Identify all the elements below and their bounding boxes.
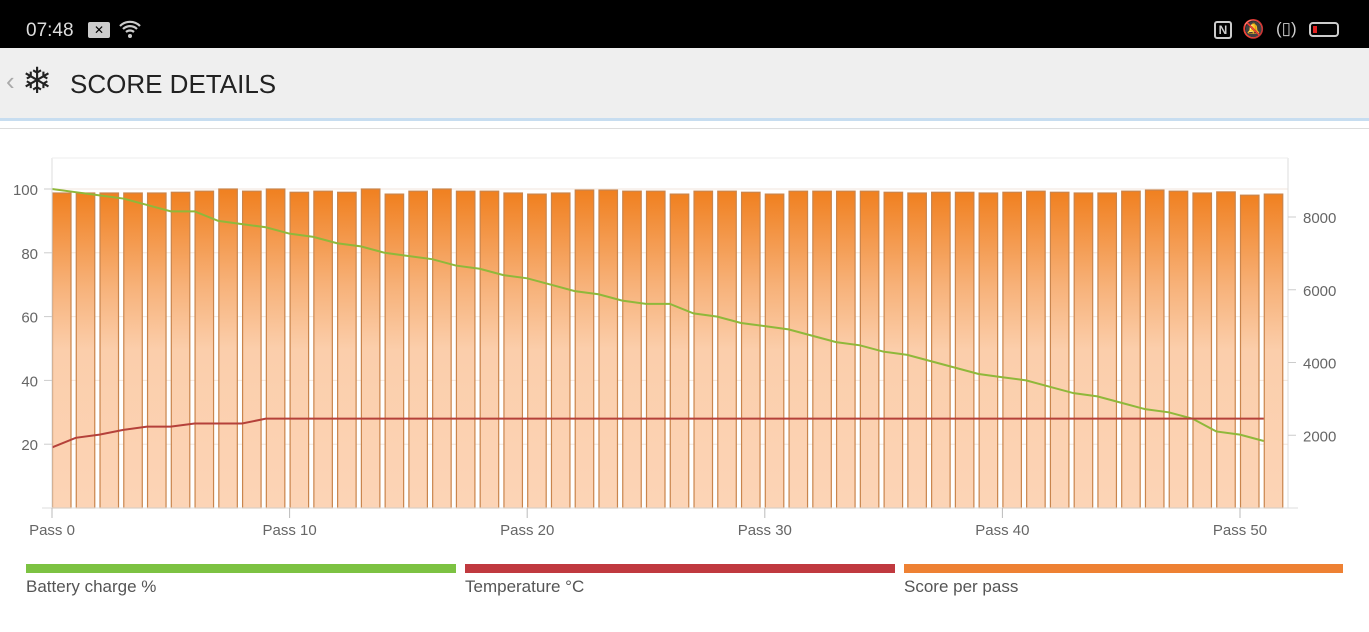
score-bar	[645, 190, 666, 509]
status-time: 07:48	[26, 20, 74, 41]
score-bar	[1026, 190, 1046, 509]
score-bar	[408, 190, 428, 509]
x-tick-label: Pass 20	[500, 522, 554, 539]
right-tick-label: 8000	[1303, 210, 1336, 227]
score-bar	[931, 191, 951, 509]
score-bar	[75, 192, 96, 509]
x-tick-label: Pass 50	[1213, 522, 1267, 539]
vibrate-icon: (▯)	[1276, 19, 1297, 38]
score-bar	[432, 188, 452, 509]
score-bar	[99, 192, 120, 509]
legend-swatch-score	[904, 564, 1343, 573]
score-bar	[598, 189, 619, 509]
score-bar	[146, 192, 167, 509]
score-bar	[337, 191, 357, 509]
snowflake-icon: ❄	[22, 60, 53, 101]
score-bar	[241, 190, 262, 509]
score-bar	[360, 188, 381, 509]
legend-swatch-battery	[26, 564, 456, 573]
score-bar	[289, 191, 310, 509]
score-bar	[1192, 192, 1213, 509]
score-bar	[265, 188, 286, 509]
score-bar	[740, 191, 761, 509]
score-bar	[574, 189, 595, 509]
chevron-left-icon[interactable]: ‹	[6, 66, 15, 96]
status-bar: 07:48 ✕ N 🔕 (▯)	[0, 0, 1369, 48]
score-bar	[907, 192, 927, 509]
notification-x-icon: ✕	[88, 22, 110, 38]
score-bar	[503, 192, 524, 509]
score-bar	[978, 192, 999, 509]
score-bar	[835, 190, 856, 509]
score-bar	[194, 190, 215, 509]
battery-line	[51, 188, 1265, 442]
legend-label-battery: Battery charge %	[26, 577, 157, 596]
score-bar	[218, 188, 238, 509]
right-tick-label: 2000	[1303, 428, 1336, 445]
legend-label-score: Score per pass	[904, 577, 1019, 596]
page-title: SCORE DETAILS	[70, 69, 277, 99]
left-tick-label: 40	[21, 373, 38, 390]
score-bar	[1216, 191, 1236, 509]
score-bar	[669, 193, 690, 509]
score-bar	[1073, 192, 1094, 509]
left-tick-label: 20	[21, 437, 38, 454]
left-tick-label: 100	[13, 182, 38, 199]
score-bar	[479, 190, 500, 509]
score-bar	[455, 190, 476, 509]
score-bar	[527, 193, 547, 509]
right-tick-label: 4000	[1303, 356, 1336, 373]
app-header: ‹ ❄ SCORE DETAILS	[0, 48, 1369, 121]
score-bar	[788, 190, 809, 509]
score-bar	[1168, 190, 1189, 509]
x-tick-label: Pass 10	[262, 522, 316, 539]
battery-low-icon	[1309, 22, 1339, 37]
score-bar	[1263, 193, 1284, 509]
wifi-icon	[118, 18, 142, 45]
score-bar	[954, 191, 975, 509]
score-bar	[384, 193, 405, 509]
chart-panel	[0, 128, 1369, 632]
score-bar	[764, 193, 785, 509]
score-bar	[123, 192, 143, 509]
score-bar	[170, 191, 191, 509]
score-bar	[717, 190, 737, 509]
score-bar	[693, 190, 714, 509]
nfc-icon: N	[1214, 21, 1232, 39]
score-bar	[1144, 189, 1165, 509]
mute-vibrate-icon: 🔕	[1242, 19, 1265, 39]
score-bar	[883, 191, 904, 509]
x-tick-label: Pass 30	[738, 522, 792, 539]
score-bar	[622, 190, 642, 509]
score-bar	[1049, 191, 1070, 509]
score-bar	[1002, 191, 1023, 509]
left-tick-label: 60	[21, 310, 38, 327]
x-tick-label: Pass 0	[29, 522, 75, 539]
left-tick-label: 80	[21, 246, 38, 263]
right-tick-label: 6000	[1303, 283, 1336, 300]
legend-label-temperature: Temperature °C	[465, 577, 585, 596]
score-bar	[812, 190, 832, 509]
x-tick-label: Pass 40	[975, 522, 1029, 539]
score-bar	[1097, 192, 1118, 509]
score-bar	[550, 192, 571, 509]
legend-swatch-temperature	[465, 564, 895, 573]
score-bar	[1121, 190, 1141, 509]
score-bar	[51, 192, 72, 509]
score-bar	[1239, 194, 1260, 509]
temperature-line	[51, 417, 1264, 449]
